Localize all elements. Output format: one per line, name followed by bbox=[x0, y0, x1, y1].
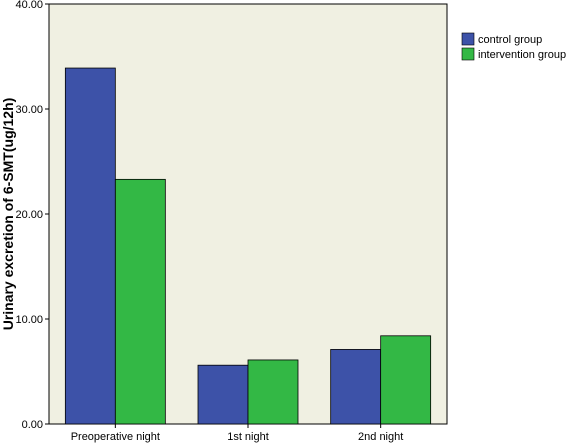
bar-intervention bbox=[114, 178, 166, 425]
y-tick-label: 40.00 bbox=[15, 0, 43, 11]
y-axis: 0.00 10.00 20.00 30.00 40.00 bbox=[15, 0, 49, 431]
bar-control bbox=[330, 349, 382, 425]
bar-control bbox=[64, 67, 116, 425]
legend-swatch bbox=[461, 47, 475, 61]
x-axis: Preoperative night 1st night 2nd night bbox=[71, 424, 403, 443]
bar-intervention bbox=[380, 335, 432, 425]
bar-control bbox=[197, 364, 249, 425]
y-tick-label: 0.00 bbox=[22, 419, 43, 431]
y-axis-title: Urinary excretion of 6-SMT(ug/12h) bbox=[0, 98, 16, 331]
legend-swatch bbox=[461, 32, 475, 46]
legend-label: control group bbox=[478, 34, 542, 46]
x-tick-label: 2nd night bbox=[358, 431, 403, 443]
bar-intervention bbox=[247, 359, 299, 425]
y-tick-label: 30.00 bbox=[15, 104, 43, 116]
legend: control group intervention group bbox=[461, 32, 566, 61]
y-tick-label: 10.00 bbox=[15, 314, 43, 326]
x-tick-label: 1st night bbox=[227, 431, 269, 443]
legend-label: intervention group bbox=[478, 49, 566, 61]
x-tick-label: Preoperative night bbox=[71, 431, 160, 443]
y-tick-label: 20.00 bbox=[15, 209, 43, 221]
bars-group bbox=[64, 67, 432, 425]
